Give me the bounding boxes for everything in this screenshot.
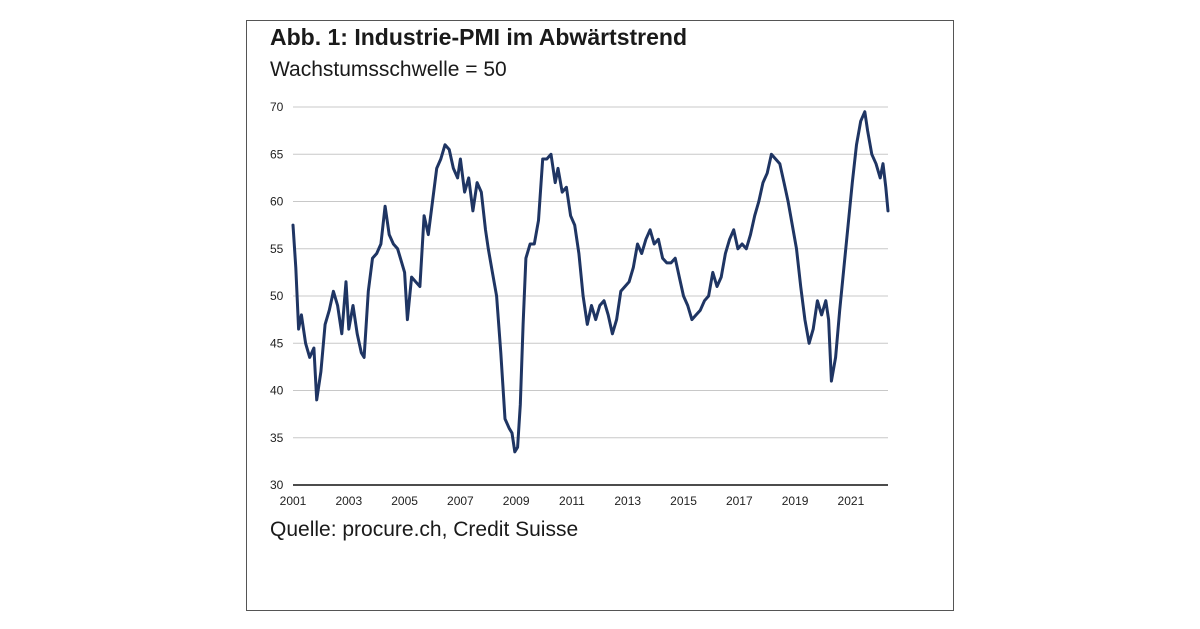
x-tick-label-2009: 2009 bbox=[503, 494, 530, 508]
chart-frame bbox=[246, 20, 954, 611]
x-tick-label-2007: 2007 bbox=[447, 494, 474, 508]
gridlines bbox=[293, 106, 888, 486]
x-axis-labels: 2001 2003 2005 2007 2009 2011 2013 2015 2017 2019… bbox=[280, 494, 865, 508]
chart-source: Quelle: procure.ch, Credit Suisse bbox=[270, 518, 579, 541]
y-tick-label-45: 45 bbox=[270, 336, 284, 350]
y-tick-label-70: 70 bbox=[270, 100, 284, 114]
y-tick-label-40: 40 bbox=[270, 384, 284, 398]
series-line bbox=[291, 110, 890, 454]
x-tick-label-2001: 2001 bbox=[280, 494, 307, 508]
x-tick-label-2017: 2017 bbox=[726, 494, 753, 508]
x-tick-label-2011: 2011 bbox=[559, 494, 585, 508]
y-tick-label-50: 50 bbox=[270, 289, 284, 303]
chart-subtitle: Wachstumsschwelle = 50 bbox=[270, 58, 507, 81]
y-axis-labels: 30 35 40 45 50 55 60 65 70 bbox=[270, 100, 284, 492]
y-tick-label-60: 60 bbox=[270, 195, 284, 209]
x-tick-label-2013: 2013 bbox=[614, 494, 641, 508]
x-tick-label-2003: 2003 bbox=[335, 494, 362, 508]
y-tick-label-65: 65 bbox=[270, 147, 284, 161]
chart-title: Abb. 1: Industrie-PMI im Abwärtstrend bbox=[270, 24, 688, 50]
y-tick-label-30: 30 bbox=[270, 478, 284, 492]
x-tick-label-2005: 2005 bbox=[391, 494, 418, 508]
x-tick-label-2019: 2019 bbox=[782, 494, 809, 508]
x-tick-label-2021: 2021 bbox=[838, 494, 865, 508]
y-tick-label-55: 55 bbox=[270, 242, 284, 256]
x-tick-label-2015: 2015 bbox=[670, 494, 697, 508]
y-tick-label-35: 35 bbox=[270, 431, 284, 445]
